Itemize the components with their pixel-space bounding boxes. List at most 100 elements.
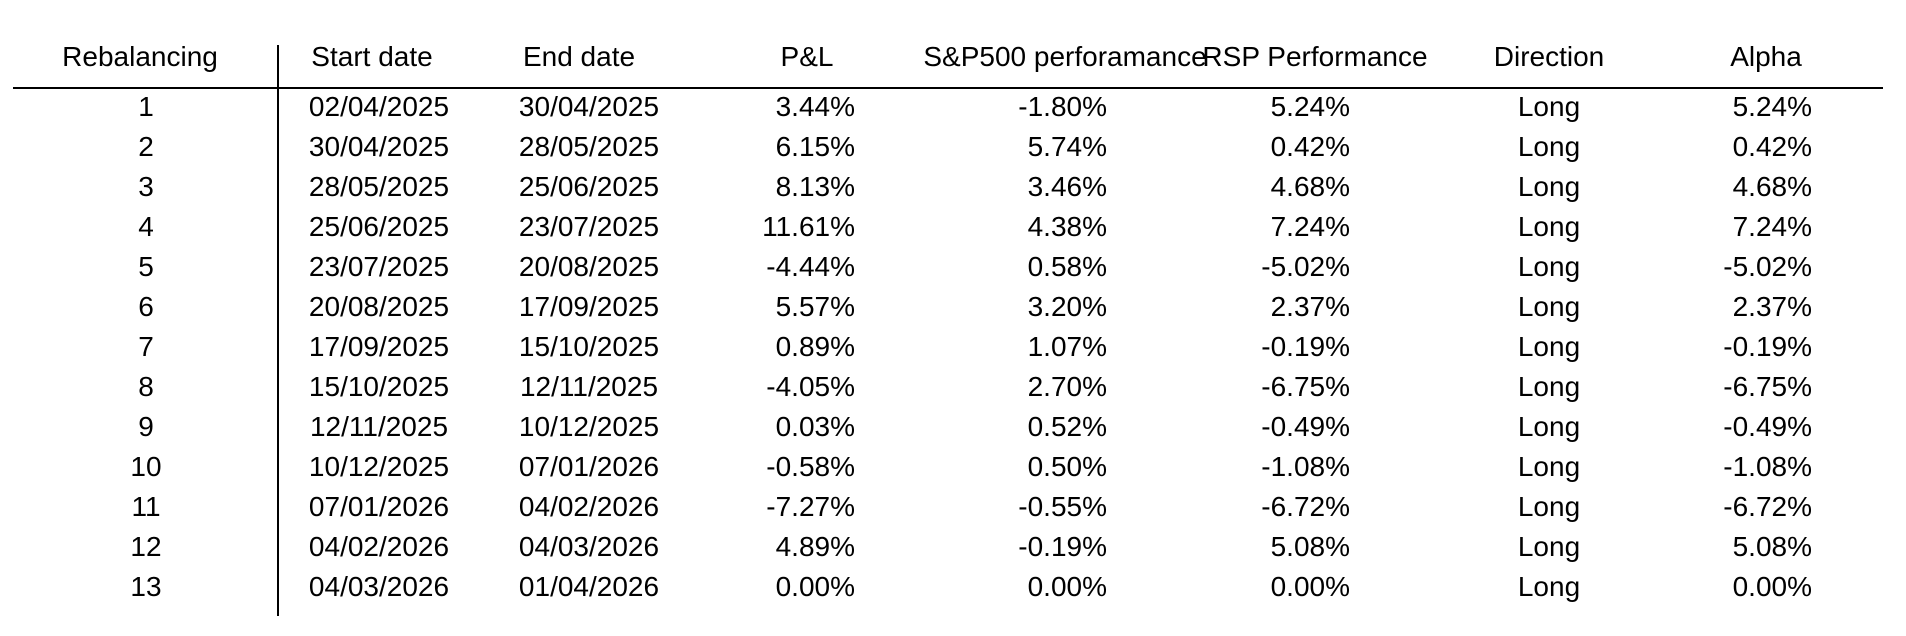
cell-pnl: 6.15% [775,131,855,162]
cell-pnl: 3.44% [775,91,855,122]
table-row: 7 17/09/2025 15/10/2025 0.89% 1.07% -0.19% Lon… [0,327,1906,367]
cell-start-date: 23/07/2025 [308,251,450,282]
cell-direction: Long [1517,291,1581,322]
table-header-row: Rebalancing Start date End date P&L S&P5… [0,37,1906,77]
cell-rsp-performance: 0.42% [1270,131,1350,162]
cell-rsp-performance: 5.24% [1270,91,1350,122]
table-row: 10 10/12/2025 07/01/2026 -0.58% 0.50% -1.08% L… [0,447,1906,487]
cell-sp500-performance: -0.55% [1018,491,1107,522]
cell-end-date: 04/02/2026 [518,491,660,522]
cell-rsp-performance: -6.72% [1261,491,1350,522]
cell-alpha: -1.08% [1723,451,1812,482]
cell-rsp-performance: 4.68% [1270,171,1350,202]
cell-end-date: 12/11/2025 [519,371,659,402]
cell-end-date: 25/06/2025 [518,171,660,202]
cell-rsp-performance: -6.75% [1261,371,1350,402]
cell-direction: Long [1517,411,1581,442]
cell-alpha: -6.72% [1723,491,1812,522]
cell-pnl: -4.44% [766,251,855,282]
cell-start-date: 04/02/2026 [308,531,450,562]
cell-rebalancing: 1 [138,91,154,122]
cell-pnl: 8.13% [775,171,855,202]
cell-rsp-performance: 5.08% [1270,531,1350,562]
cell-direction: Long [1517,211,1581,242]
cell-rebalancing: 5 [138,251,154,282]
cell-sp500-performance: 4.38% [1027,211,1107,242]
cell-end-date: 10/12/2025 [518,411,660,442]
cell-start-date: 15/10/2025 [308,371,450,402]
table-row: 5 23/07/2025 20/08/2025 -4.44% 0.58% -5.02% Lo… [0,247,1906,287]
column-header-direction: Direction [1493,41,1605,72]
cell-rsp-performance: -0.49% [1261,411,1350,442]
cell-rsp-performance: -5.02% [1261,251,1350,282]
cell-end-date: 28/05/2025 [518,131,660,162]
cell-direction: Long [1517,571,1581,602]
cell-alpha: 5.24% [1732,91,1812,122]
column-header-rebalancing: Rebalancing [62,41,218,72]
cell-rebalancing: 13 [130,571,162,602]
cell-pnl: 0.89% [775,331,855,362]
cell-sp500-performance: 0.50% [1027,451,1107,482]
cell-end-date: 30/04/2025 [518,91,660,122]
cell-start-date: 30/04/2025 [308,131,450,162]
cell-sp500-performance: 1.07% [1027,331,1107,362]
cell-rsp-performance: 0.00% [1270,571,1350,602]
cell-rebalancing: 10 [130,451,162,482]
cell-rebalancing: 3 [138,171,154,202]
table-row: 1 02/04/2025 30/04/2025 3.44% -1.80% 5.24% Lon… [0,87,1906,127]
cell-end-date: 15/10/2025 [518,331,660,362]
cell-alpha: 5.08% [1732,531,1812,562]
table-row: 9 12/11/2025 10/12/2025 0.03% 0.52% -0.49% Lon… [0,407,1906,447]
cell-rebalancing: 11 [131,491,161,522]
column-header-sp500-performance: S&P500 perforamance [923,41,1207,72]
column-header-end-date: End date [522,41,636,72]
cell-direction: Long [1517,491,1581,522]
cell-start-date: 20/08/2025 [308,291,450,322]
cell-pnl: 0.03% [775,411,855,442]
column-header-rsp-performance: RSP Performance [1202,41,1428,72]
cell-rebalancing: 6 [138,291,154,322]
table-row: 13 04/03/2026 01/04/2026 0.00% 0.00% 0.00% Lon… [0,567,1906,607]
cell-sp500-performance: 3.46% [1027,171,1107,202]
table-row: 3 28/05/2025 25/06/2025 8.13% 3.46% 4.68% Long… [0,167,1906,207]
cell-rebalancing: 2 [138,131,154,162]
cell-rebalancing: 7 [138,331,154,362]
cell-direction: Long [1517,171,1581,202]
cell-sp500-performance: -0.19% [1018,531,1107,562]
cell-end-date: 17/09/2025 [518,291,660,322]
cell-sp500-performance: 0.52% [1027,411,1107,442]
table-row: 12 04/02/2026 04/03/2026 4.89% -0.19% 5.08% Lo… [0,527,1906,567]
cell-sp500-performance: 2.70% [1027,371,1107,402]
cell-alpha: -6.75% [1723,371,1812,402]
cell-alpha: -5.02% [1723,251,1812,282]
cell-sp500-performance: -1.80% [1018,91,1107,122]
cell-pnl: -0.58% [766,451,855,482]
cell-rebalancing: 4 [138,211,154,242]
cell-rebalancing: 9 [138,411,154,442]
cell-alpha: -0.19% [1723,331,1812,362]
cell-direction: Long [1517,251,1581,282]
cell-end-date: 04/03/2026 [518,531,660,562]
cell-alpha: 4.68% [1732,171,1812,202]
cell-direction: Long [1517,331,1581,362]
cell-direction: Long [1517,131,1581,162]
table-row: 2 30/04/2025 28/05/2025 6.15% 5.74% 0.42% Long… [0,127,1906,167]
cell-sp500-performance: 3.20% [1027,291,1107,322]
table-row: 11 07/01/2026 04/02/2026 -7.27% -0.55% -6.72%… [0,487,1906,527]
cell-end-date: 07/01/2026 [518,451,660,482]
cell-pnl: 11.61% [762,211,855,242]
cell-rsp-performance: -0.19% [1261,331,1350,362]
cell-end-date: 20/08/2025 [518,251,660,282]
cell-direction: Long [1517,451,1581,482]
cell-start-date: 28/05/2025 [308,171,450,202]
cell-start-date: 25/06/2025 [308,211,450,242]
cell-alpha: 7.24% [1732,211,1812,242]
cell-start-date: 10/12/2025 [308,451,450,482]
cell-alpha: 0.42% [1732,131,1812,162]
cell-start-date: 02/04/2025 [308,91,450,122]
cell-end-date: 23/07/2025 [518,211,660,242]
cell-pnl: -4.05% [766,371,855,402]
cell-direction: Long [1517,91,1581,122]
table-row: 8 15/10/2025 12/11/2025 -4.05% 2.70% -6.75% Lo… [0,367,1906,407]
